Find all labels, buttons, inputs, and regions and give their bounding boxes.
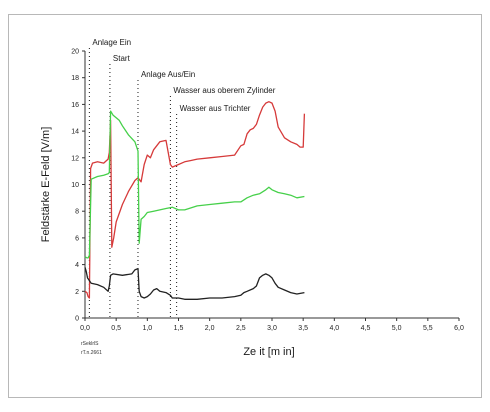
x-tick-label: 1,5 bbox=[174, 325, 184, 332]
x-tick-label: 0,5 bbox=[111, 325, 121, 332]
x-tick-label: 4,5 bbox=[361, 325, 371, 332]
event-markers: Anlage Ein Start Anlage Aus/Ein Wasser aus … bbox=[88, 38, 276, 318]
footnote-line-2: rT.n.2661 bbox=[81, 350, 102, 356]
x-tick-label: 1,0 bbox=[142, 325, 152, 332]
event-label: Wasser aus Trichter bbox=[180, 104, 251, 113]
line-chart: 0 2 4 6 8 10 12 14 16 18 20 0,0 0,5 1,0 1,5 2,0 2,5 3,0 3… bbox=[40, 38, 464, 358]
y-tick-label: 4 bbox=[75, 262, 79, 269]
y-tick-label: 20 bbox=[71, 49, 79, 56]
chart-frame: 0 2 4 6 8 10 12 14 16 18 20 0,0 0,5 1,0 1,5 2,0 2,5 3,0 3… bbox=[8, 14, 482, 398]
y-tick-label: 16 bbox=[71, 102, 79, 109]
data-series bbox=[84, 101, 306, 300]
series-line-1 bbox=[84, 101, 306, 299]
y-tick-label: 12 bbox=[71, 155, 79, 162]
x-tick-label: 2,5 bbox=[236, 325, 246, 332]
y-tick-label: 14 bbox=[71, 129, 79, 136]
x-ticks: 0,0 0,5 1,0 1,5 2,0 2,5 3,0 3,5 4,0 4,5 5,0 5,5 6,0 bbox=[80, 318, 464, 332]
x-tick-label: 2,0 bbox=[205, 325, 215, 332]
y-tick-label: 0 bbox=[75, 316, 79, 323]
y-tick-label: 8 bbox=[75, 209, 79, 216]
x-tick-label: 3,5 bbox=[298, 325, 308, 332]
event-label: Wasser aus oberem Zylinder bbox=[173, 86, 275, 95]
y-axis-label: Feldstärke E-Feld [V/m] bbox=[40, 127, 52, 243]
event-label: Start bbox=[113, 54, 131, 63]
footnote-line-1: rSeklrlS bbox=[81, 341, 99, 347]
x-tick-label: 4,0 bbox=[329, 325, 339, 332]
event-label: Anlage Aus/Ein bbox=[141, 70, 195, 79]
x-axis-label: Ze it [m in] bbox=[243, 346, 294, 358]
x-tick-label: 3,0 bbox=[267, 325, 277, 332]
event-label: Anlage Ein bbox=[92, 38, 131, 47]
series-line-2 bbox=[84, 110, 305, 259]
series-line-3 bbox=[84, 267, 305, 300]
y-ticks: 0 2 4 6 8 10 12 14 16 18 20 bbox=[71, 49, 85, 323]
x-tick-label: 0,0 bbox=[80, 325, 90, 332]
y-tick-label: 10 bbox=[71, 182, 79, 189]
y-tick-label: 6 bbox=[75, 235, 79, 242]
x-tick-label: 5,5 bbox=[423, 325, 433, 332]
y-tick-label: 18 bbox=[71, 75, 79, 82]
y-tick-label: 2 bbox=[75, 289, 79, 296]
x-tick-label: 5,0 bbox=[392, 325, 402, 332]
x-tick-label: 6,0 bbox=[454, 325, 464, 332]
